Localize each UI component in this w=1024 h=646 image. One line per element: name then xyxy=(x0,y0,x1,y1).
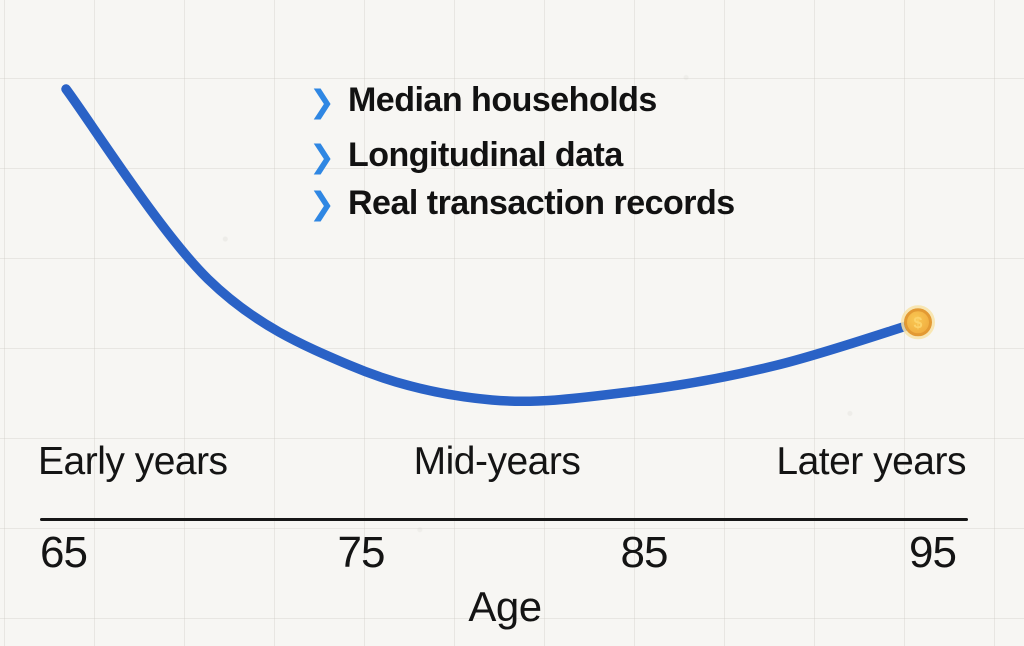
life-stage-labels: Early years Mid-years Later years xyxy=(0,440,1024,486)
x-axis-ticks: 65 75 85 95 xyxy=(0,528,1024,578)
x-tick-85: 85 xyxy=(620,528,669,577)
legend-item: ❯ Longitudinal data xyxy=(309,135,735,176)
chevron-right-icon: ❯ xyxy=(309,83,335,119)
spending-curve-line xyxy=(61,84,923,407)
x-tick-75: 75 xyxy=(337,528,386,577)
legend-item-label: Real transaction records xyxy=(347,183,735,222)
stage-label-later-years: Later years xyxy=(776,440,966,483)
stage-label-early-years: Early years xyxy=(38,440,228,483)
legend-item: ❯ Real transaction records xyxy=(309,183,735,224)
x-axis-title: Age xyxy=(468,583,542,630)
chevron-right-icon: ❯ xyxy=(309,186,335,222)
dollar-coin-icon: $ xyxy=(901,305,935,340)
x-axis-line xyxy=(40,518,968,521)
legend-item: ❯ Median households xyxy=(309,80,735,121)
stage-label-mid-years: Mid-years xyxy=(413,440,581,483)
legend: ❯ Median households ❯ Longitudinal data … xyxy=(309,80,735,237)
x-tick-95: 95 xyxy=(909,528,957,577)
x-tick-65: 65 xyxy=(40,528,88,577)
legend-item-label: Longitudinal data xyxy=(347,135,623,174)
legend-item-label: Median households xyxy=(347,81,657,119)
chevron-right-icon: ❯ xyxy=(309,138,335,174)
dollar-symbol: $ xyxy=(914,315,923,332)
